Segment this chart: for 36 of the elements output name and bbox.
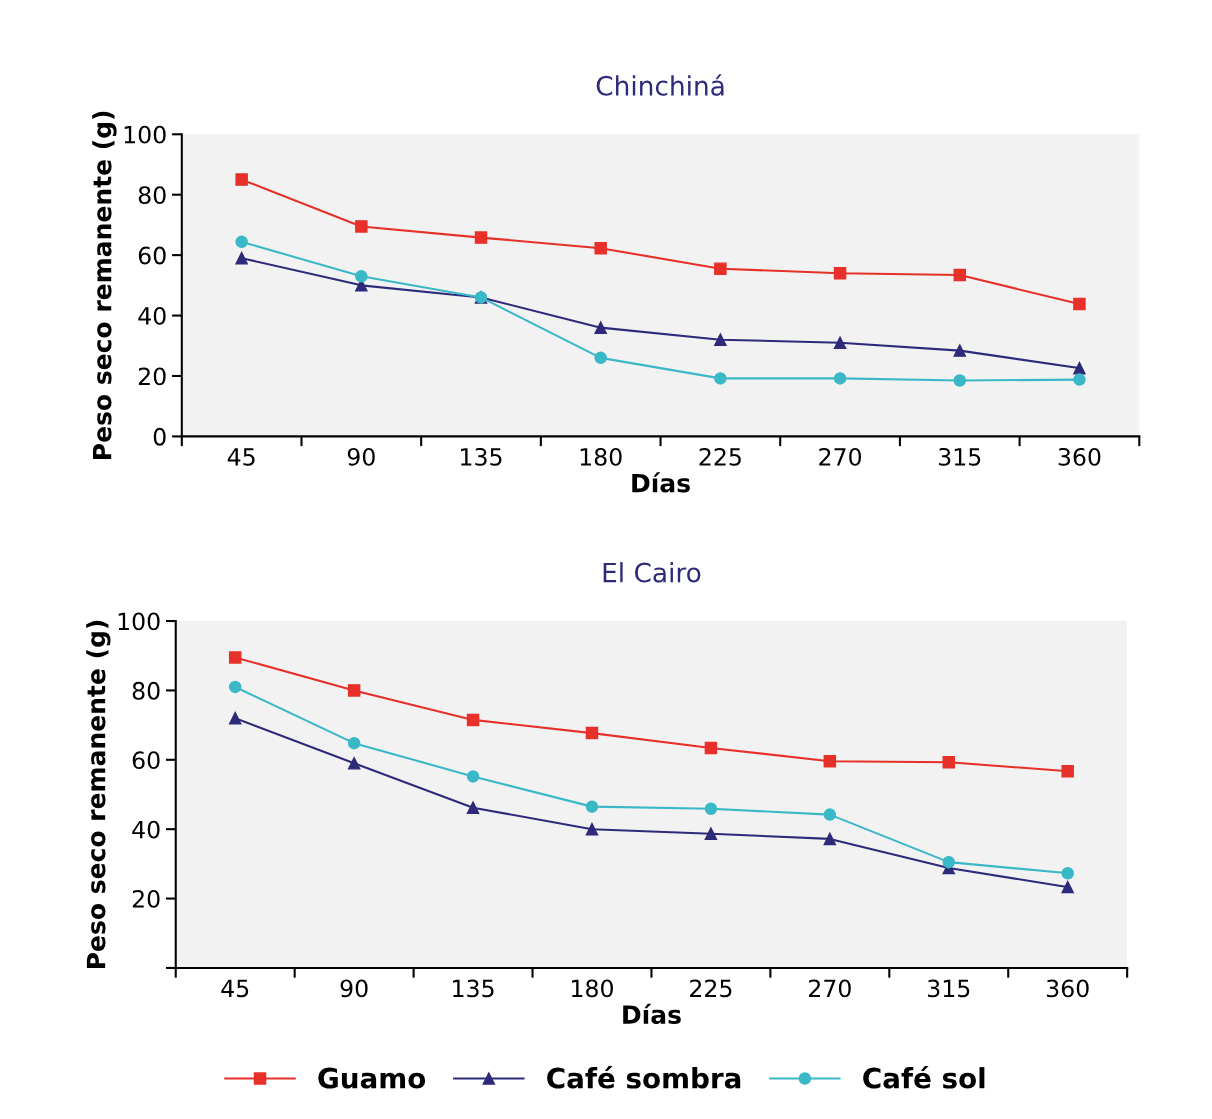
y-tick-label: 100 bbox=[118, 612, 160, 631]
x-tick-label: 135 bbox=[453, 979, 494, 998]
x-tick-label: 270 bbox=[819, 447, 862, 466]
x-tick-label: 270 bbox=[809, 979, 851, 998]
y-tick-label: 80 bbox=[138, 186, 166, 205]
y-tick-label: 60 bbox=[138, 246, 166, 265]
x-tick-label: 180 bbox=[580, 447, 622, 466]
x-tick-label: 90 bbox=[340, 979, 368, 998]
x-tick-label: 45 bbox=[221, 979, 249, 998]
y-tick-label: 20 bbox=[132, 890, 160, 908]
chart-title: Chinchiná bbox=[596, 74, 724, 96]
x-axis-title: Días bbox=[623, 1003, 681, 1025]
y-tick-label: 100 bbox=[124, 125, 166, 144]
y-tick-label: 0 bbox=[153, 427, 166, 446]
x-tick-label: 225 bbox=[699, 447, 741, 466]
y-axis-title: Peso seco remanente (g) bbox=[92, 111, 117, 459]
y-tick-label: 40 bbox=[132, 820, 160, 839]
legend-label: Guamo bbox=[318, 1067, 426, 1089]
legend-label: Café sombra bbox=[547, 1066, 741, 1089]
x-axis-title: Días bbox=[632, 472, 690, 493]
y-tick-label: 80 bbox=[132, 681, 160, 700]
x-tick-label: 315 bbox=[939, 447, 981, 466]
y-tick-label: 60 bbox=[132, 751, 160, 770]
x-tick-label: 225 bbox=[690, 979, 732, 998]
x-tick-label: 315 bbox=[928, 979, 970, 998]
x-tick-label: 180 bbox=[572, 979, 613, 998]
legend-label: Café sol bbox=[863, 1066, 985, 1089]
x-tick-label: 135 bbox=[461, 447, 502, 466]
y-tick-label: 20 bbox=[138, 367, 166, 386]
x-tick-label: 45 bbox=[227, 448, 255, 466]
chart-title: El Cairo bbox=[603, 562, 701, 583]
x-tick-label: 360 bbox=[1058, 447, 1101, 466]
y-tick-label: 40 bbox=[138, 307, 166, 325]
y-axis-title: Peso seco remanente (g) bbox=[86, 620, 111, 969]
x-tick-label: 90 bbox=[347, 447, 375, 466]
x-tick-label: 360 bbox=[1046, 979, 1089, 998]
